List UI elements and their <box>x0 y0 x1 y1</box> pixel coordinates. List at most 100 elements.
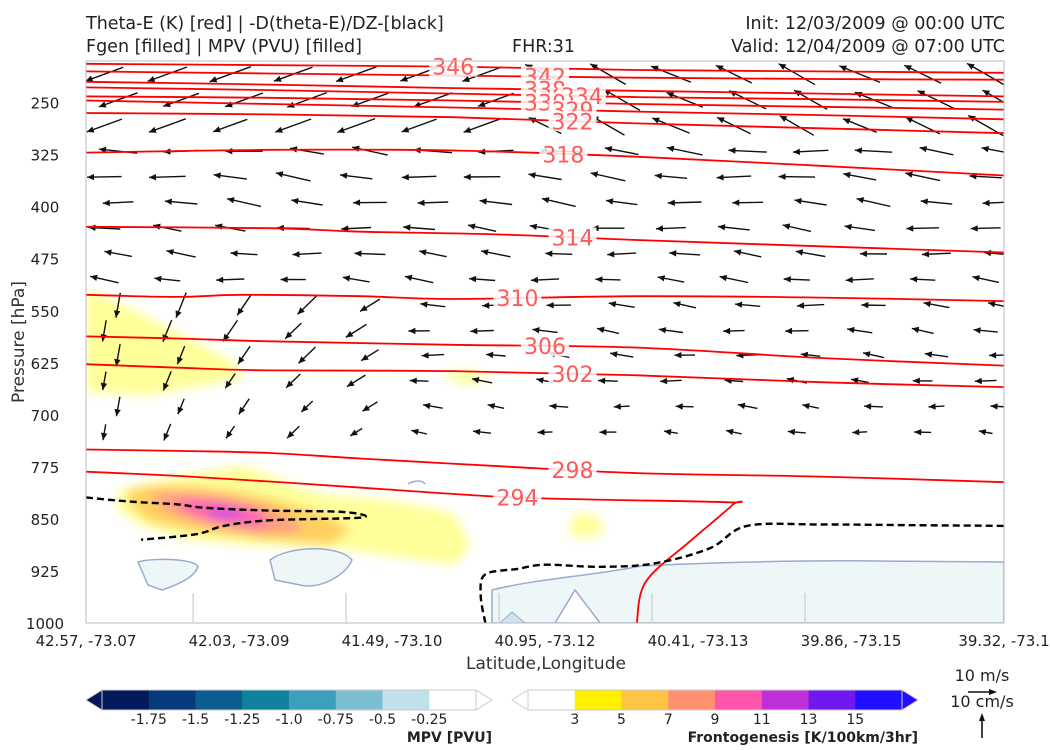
wind-vector <box>854 147 893 154</box>
wind-vector <box>795 249 826 258</box>
wind-vector <box>663 429 678 436</box>
x-tick-label: 39.32, -73.1 <box>958 632 1049 650</box>
wind-vector <box>604 146 639 156</box>
colorbar-swatch <box>855 690 903 710</box>
wind-vector <box>176 345 186 365</box>
wind-vector <box>850 377 869 384</box>
wind-vector <box>657 275 685 283</box>
theta-e-contour-322 <box>86 112 1004 135</box>
mpv-colorbar: -1.75 -1.5 -1.25 -1.0 -0.75 -0.5 -0.25 MPV [PVU… <box>85 689 493 746</box>
wind-vector <box>163 423 172 441</box>
wind-vector <box>989 352 1004 359</box>
colorbar-tick-label: -0.25 <box>411 712 447 728</box>
colorbar-tick-label: -0.75 <box>318 712 354 728</box>
wind-vector <box>408 327 430 335</box>
colorbar-label: Frontogenesis [K/100km/3hr] <box>688 730 918 746</box>
wind-vector <box>487 403 505 410</box>
contour-label-310: 310 <box>496 287 538 312</box>
wind-vector <box>982 89 1004 104</box>
wind-vector <box>291 198 323 206</box>
colorbar-tick-label: 3 <box>570 712 579 728</box>
theta-e-contour-306 <box>86 335 1004 367</box>
wind-vector <box>719 274 749 284</box>
wind-vector <box>859 250 888 257</box>
wind-vector <box>528 172 562 181</box>
wind-vector <box>467 223 497 232</box>
wind-vector <box>598 377 618 384</box>
wind-vector <box>595 276 621 283</box>
wind-vector <box>914 429 932 436</box>
wind-vector <box>546 302 571 309</box>
wind-vector <box>613 403 630 410</box>
wind-vector <box>861 301 886 309</box>
plot-frame <box>85 60 1005 624</box>
wind-vector <box>716 174 752 181</box>
mpv-fill <box>136 480 1004 623</box>
theta-e-contour-302 <box>86 363 1004 388</box>
wind-vector <box>236 294 252 316</box>
wind-vector <box>924 351 949 358</box>
colorbar-swatch <box>195 690 243 710</box>
wind-vector <box>224 373 236 389</box>
wind-vector <box>864 403 883 410</box>
wind-vector <box>609 351 634 358</box>
wind-vector <box>856 197 891 208</box>
wind-vector <box>723 327 745 335</box>
colorbar-swatch <box>102 690 150 710</box>
wind-vector <box>164 198 198 205</box>
wind-vector <box>102 199 134 207</box>
wind-vector <box>737 402 758 410</box>
wind-vector <box>222 320 238 342</box>
x-tick-label: 40.41, -73.13 <box>648 632 749 650</box>
colorbar-swatch <box>335 690 384 710</box>
colorbar-tick-label: 11 <box>753 712 771 728</box>
wind-vector <box>275 171 311 182</box>
wind-vector <box>225 425 236 439</box>
wind-vector <box>794 198 827 206</box>
x-tick-label: 41.49, -73.10 <box>342 632 443 650</box>
theta-e-contour-314 <box>86 225 1004 254</box>
wind-vector <box>675 403 694 410</box>
wind-vector <box>549 403 569 410</box>
colorbar-tick-label: -1.25 <box>224 712 260 728</box>
wind-vector <box>86 66 124 82</box>
wind-vector <box>148 118 187 133</box>
shaded-fields <box>86 290 1004 623</box>
valid-time: Valid: 12/04/2009 @ 07:00 UTC <box>731 37 1005 57</box>
wind-vector <box>782 223 812 233</box>
wind-vector <box>847 326 873 334</box>
colorbar-tick-label: -1.0 <box>275 712 302 728</box>
x-tick-label: 39.86, -73.15 <box>801 632 902 650</box>
wind-vector <box>792 148 829 155</box>
wind-vector <box>420 301 446 308</box>
vector-key-horizontal-label: 10 m/s <box>955 666 1010 685</box>
wind-vector <box>285 373 301 389</box>
x-axis-label: Latitude,Longitude <box>466 654 626 674</box>
wind-vector <box>486 351 506 359</box>
wind-vector <box>148 174 186 181</box>
wind-vector <box>732 199 764 206</box>
wind-vector <box>674 352 696 359</box>
colorbar-swatch <box>761 690 810 710</box>
colorbar-tick-label: 15 <box>846 712 864 728</box>
wind-vector <box>177 398 185 415</box>
colorbar-swatch <box>148 690 197 710</box>
wind-vector <box>280 276 306 283</box>
wind-vector <box>284 322 302 340</box>
y-tick-label: 1000 <box>26 615 64 633</box>
wind-vector <box>480 249 511 258</box>
y-tick-label: 850 <box>31 511 60 529</box>
wind-vector <box>650 65 692 83</box>
y-tick-label: 400 <box>31 199 60 217</box>
colorbar-swatch <box>668 690 716 710</box>
wind-vector <box>403 224 436 231</box>
wind-vector <box>862 351 885 359</box>
wind-vector <box>802 403 819 410</box>
stability-contour-1 <box>86 496 368 541</box>
wind-vector <box>608 301 635 308</box>
y-tick-label: 475 <box>31 251 60 269</box>
wind-vector <box>342 275 370 283</box>
colorbar-swatch <box>574 690 623 710</box>
wind-vector <box>114 343 121 367</box>
